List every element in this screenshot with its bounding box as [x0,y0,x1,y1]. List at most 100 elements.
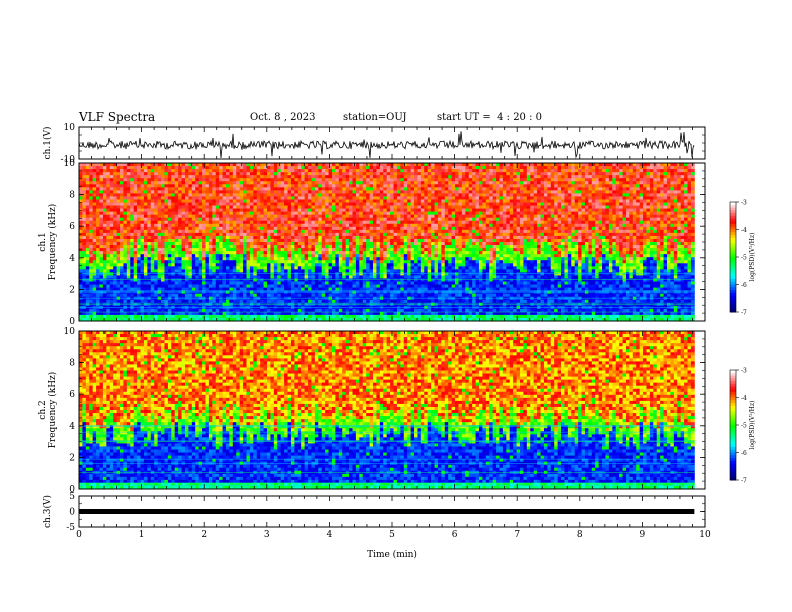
panel-2-cell [287,257,292,261]
panel-2-cell [116,235,121,240]
panel-2-cell [386,269,391,273]
panel-2-cell [232,175,237,179]
panel-2-cell [99,260,104,264]
panel-2-cell [161,254,165,258]
panel-2-cell [184,169,189,173]
panel-2-cell [366,232,370,237]
panel-2-cell [249,235,254,240]
panel-2-cell [212,308,217,313]
panel-2-cell [236,184,241,188]
panel-2-cell [109,284,114,288]
panel-2-cell [256,187,261,191]
panel-2-cell [369,163,374,167]
panel-2-cell [277,299,282,304]
panel-2-cell [253,193,258,197]
panel-2-cell [126,169,131,173]
panel-2-cell [284,229,288,234]
panel-2-cell [277,211,282,216]
panel-2-cell [171,235,176,240]
panel-2-cell [256,242,261,246]
panel-2-cell [82,178,87,182]
panel-2-cell [205,220,210,225]
panel-2-cell [89,220,94,225]
panel-2-cell [362,260,367,264]
panel-2-cell [331,308,336,313]
panel-2-cell [345,178,350,182]
station-label: station=OUJ [343,112,407,123]
panel-2-cell [342,245,347,249]
panel-2-cell [106,217,111,222]
panel-2-cell [325,314,329,319]
panel-2-cell [126,190,131,194]
panel-2-cell [297,314,302,319]
panel-2-cell [205,172,210,176]
panel-2-cell [226,166,230,170]
panel-2-cell [106,281,111,285]
panel-2-cell [349,190,353,194]
panel-2-cell [133,308,138,313]
panel-2-cell [284,163,288,167]
panel-2-cell [273,172,278,176]
panel-2-cell [102,245,107,249]
panel-2-cell [215,242,220,246]
panel-2-cell [188,217,193,222]
panel-2-cell [301,169,306,173]
panel-2-cell [208,287,213,292]
panel-2-cell [355,299,360,304]
panel-2-cell [311,166,316,170]
panel-2-cell [167,238,172,243]
panel-2-cell [181,220,186,225]
panel-2-cell [369,272,374,276]
panel-2-cell [157,308,162,313]
panel-2-cell [85,284,90,288]
panel-2-cell [349,314,353,319]
panel-2-cell [102,205,107,209]
panel-2-cell [109,217,114,222]
panel-2-cell [154,281,159,285]
panel-2-cell [359,242,364,246]
panel-2-cell [85,242,90,246]
panel-2-cell [99,217,104,222]
panel-2-cell [236,242,241,246]
panel-2-cell [96,308,100,313]
panel-2-cell [102,181,107,185]
panel-2-cell [229,172,234,176]
panel-2-cell [178,211,182,216]
panel-2-cell [256,275,261,279]
panel-2-cell [280,229,285,234]
panel-2-cell [256,232,261,237]
panel-2-cell [331,287,336,292]
panel-2-cell [256,263,261,267]
panel-2-cell [383,187,388,191]
panel-2-cell [342,287,347,292]
panel-2-cell [99,175,104,179]
panel-2-cell [304,272,309,276]
panel-2-cell [287,317,292,322]
panel-2-cell [308,254,312,258]
panel-2-cell [89,232,94,237]
panel-2-cell [263,202,268,206]
panel-2-cell [147,263,152,267]
panel-2-cell [99,251,104,255]
panel-2-cell [352,248,357,252]
panel-2-cell [314,235,319,240]
panel-2-cell [386,196,391,200]
panel-2-cell [96,190,100,194]
panel-2-cell [321,163,326,167]
panel-2-cell [328,220,333,225]
panel-2-cell [342,238,347,243]
panel-2-cell [133,175,138,179]
panel-2-cell [239,275,244,279]
panel-2-cell [373,214,377,219]
panel-2-cell [376,223,381,228]
panel-2-cell [229,245,234,249]
panel-2-cell [359,211,364,216]
panel-2-cell [352,269,357,273]
panel-2-cell [277,229,282,234]
panel-2-cell [267,172,271,176]
panel-2-cell [294,311,299,316]
panel-2-cell [215,257,220,261]
panel-2-cell [130,299,135,304]
panel-2-cell [345,287,350,292]
panel-2-cell [113,166,118,170]
